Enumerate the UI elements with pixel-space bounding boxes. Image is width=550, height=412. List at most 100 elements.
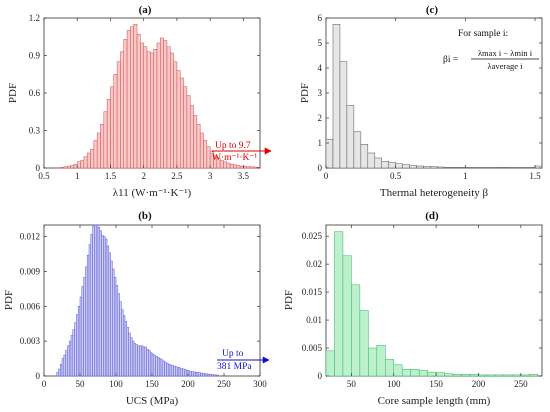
panel-d-ytick-label: 0.02 — [306, 259, 322, 269]
panel-c-bar — [367, 152, 376, 169]
panel-d-bar — [461, 374, 471, 377]
panel-d-ylabel: PDF — [283, 290, 295, 310]
panel-b-bar — [205, 373, 209, 377]
panel-a-xtick-label: 3.5 — [238, 171, 250, 181]
panel-b-ytick-label: 0.009 — [20, 266, 41, 276]
panel-b-ytick-label: 0 — [36, 371, 41, 381]
panel-a-bar — [150, 52, 154, 169]
panel-d-title: (d) — [425, 210, 439, 222]
panel-d-bar — [410, 369, 420, 377]
panel-b-annotation-line1: Up to — [222, 349, 244, 359]
panel-b-bar — [133, 343, 137, 377]
panel-b-bar — [166, 362, 169, 377]
panel-b-bar — [94, 224, 97, 377]
panel-b-bar — [184, 369, 187, 377]
panel-c-bar — [395, 163, 403, 169]
panel-b-bar — [61, 358, 65, 377]
panel-b-bar — [130, 337, 133, 377]
panel-a-bar — [153, 49, 158, 169]
panel-c-bar — [437, 166, 445, 169]
panel-b-bar — [173, 365, 176, 377]
panel-c-annotation: For sample i: βi = λmax i − λmin i λaver… — [443, 29, 539, 71]
panel-c-xtick-label: 0 — [324, 171, 329, 181]
panel-b-bar — [128, 332, 131, 377]
panel-a-bar — [67, 165, 71, 169]
panel-a-bar — [156, 42, 161, 169]
panel-b-bar — [113, 277, 117, 377]
panel-d-bar — [503, 374, 513, 377]
panel-d-bar — [486, 374, 496, 377]
panel-d-bar — [529, 374, 539, 377]
panel-b-bar — [191, 371, 194, 377]
panel-a-bar — [163, 40, 168, 169]
panel-a-bars — [57, 24, 261, 169]
panel-a-ytick-label: 1.2 — [29, 13, 40, 23]
panel-c-ytick-label: 1 — [318, 138, 323, 148]
panel-a-bar — [239, 165, 244, 169]
panel-d-ytick-label: 0.025 — [302, 231, 323, 241]
panel-d-xtick-label: 250 — [514, 379, 528, 389]
panel-a-bar — [93, 140, 98, 169]
panel-b-bar — [121, 309, 124, 377]
panel-a-bar — [110, 86, 115, 169]
panel-b-bar — [207, 373, 210, 377]
panel-a-bar — [173, 61, 178, 169]
panel-a-xtick-label: 1.5 — [105, 171, 117, 181]
panel-a-bar — [130, 26, 134, 169]
panel-b-bar — [149, 352, 153, 377]
panel-b-bar — [169, 364, 173, 377]
panel-d-bar — [512, 374, 522, 377]
panel-b-bar — [124, 321, 128, 377]
panel-c-xtick-label: 1.5 — [529, 171, 541, 181]
panel-a-bar — [203, 140, 208, 169]
panel-b-ylabel: PDF — [3, 290, 15, 310]
panel-c-bar — [430, 166, 438, 169]
panel-c-bar — [486, 167, 494, 169]
panel-c-bar — [423, 166, 431, 169]
panel-c-ytick-label: 3 — [318, 88, 323, 98]
panel-b-xlabel: UCS (MPa) — [126, 395, 179, 407]
panel-b-bar — [110, 260, 113, 377]
panel-d-bar — [325, 350, 335, 377]
panel-a-bar — [83, 156, 88, 169]
panel-b-title: (b) — [138, 210, 152, 222]
panel-b-bars — [56, 224, 219, 377]
panel-c-ytick-label: 6 — [318, 13, 323, 23]
panel-b-bar — [97, 227, 101, 377]
panel-a-bar — [103, 111, 108, 169]
panel-c-bar — [353, 131, 362, 169]
panel-b-bar — [209, 374, 212, 377]
panel-b-xtick-label: 150 — [145, 379, 159, 389]
panel-a-bar — [183, 86, 188, 169]
panel-b-bar — [92, 225, 95, 377]
panel-a-bar — [193, 115, 198, 169]
panel-a-bar — [186, 95, 191, 169]
panel-c-bar — [360, 144, 369, 169]
panel-b-bar — [176, 367, 180, 377]
panel-b-ytick-label: 0.012 — [20, 232, 40, 242]
panel-c-xlabel: Thermal heterogeneity β — [380, 187, 489, 199]
panel-a-bar — [143, 46, 148, 169]
panel-b: (b) 0 50 100 150 200 250 300 0 0.003 0.006 0.009 0.… — [3, 210, 270, 407]
panel-d-bar — [444, 373, 454, 377]
panel-a-title: (a) — [139, 4, 152, 16]
panel-b-bar — [200, 372, 203, 377]
panel-b-xtick-label: 0 — [42, 379, 47, 389]
panel-b-bar — [117, 293, 120, 377]
panel-b-bar — [182, 368, 185, 377]
panel-c-bar — [381, 161, 389, 169]
panel-a: (a) 0.5 1 1.5 2 2.5 3 3.5 0 0.3 0.6 0.9 1.2 λ11 (W·… — [7, 4, 272, 199]
panel-a-bar — [116, 61, 121, 169]
panel-b-bar — [167, 364, 171, 377]
panel-c-annotation-beta: βi = — [443, 55, 458, 65]
panel-b-bar — [211, 374, 214, 377]
panel-d-bar — [385, 358, 395, 377]
panel-b-ytick-label: 0.003 — [20, 336, 41, 346]
panel-c-annotation-line1: For sample i: — [458, 29, 508, 39]
panel-a-ytick-label: 0.9 — [29, 51, 41, 61]
panel-c-bar — [527, 167, 536, 169]
panel-b-bar — [194, 372, 198, 377]
panel-c-bar — [506, 167, 515, 169]
panel-d-bar — [469, 374, 479, 377]
